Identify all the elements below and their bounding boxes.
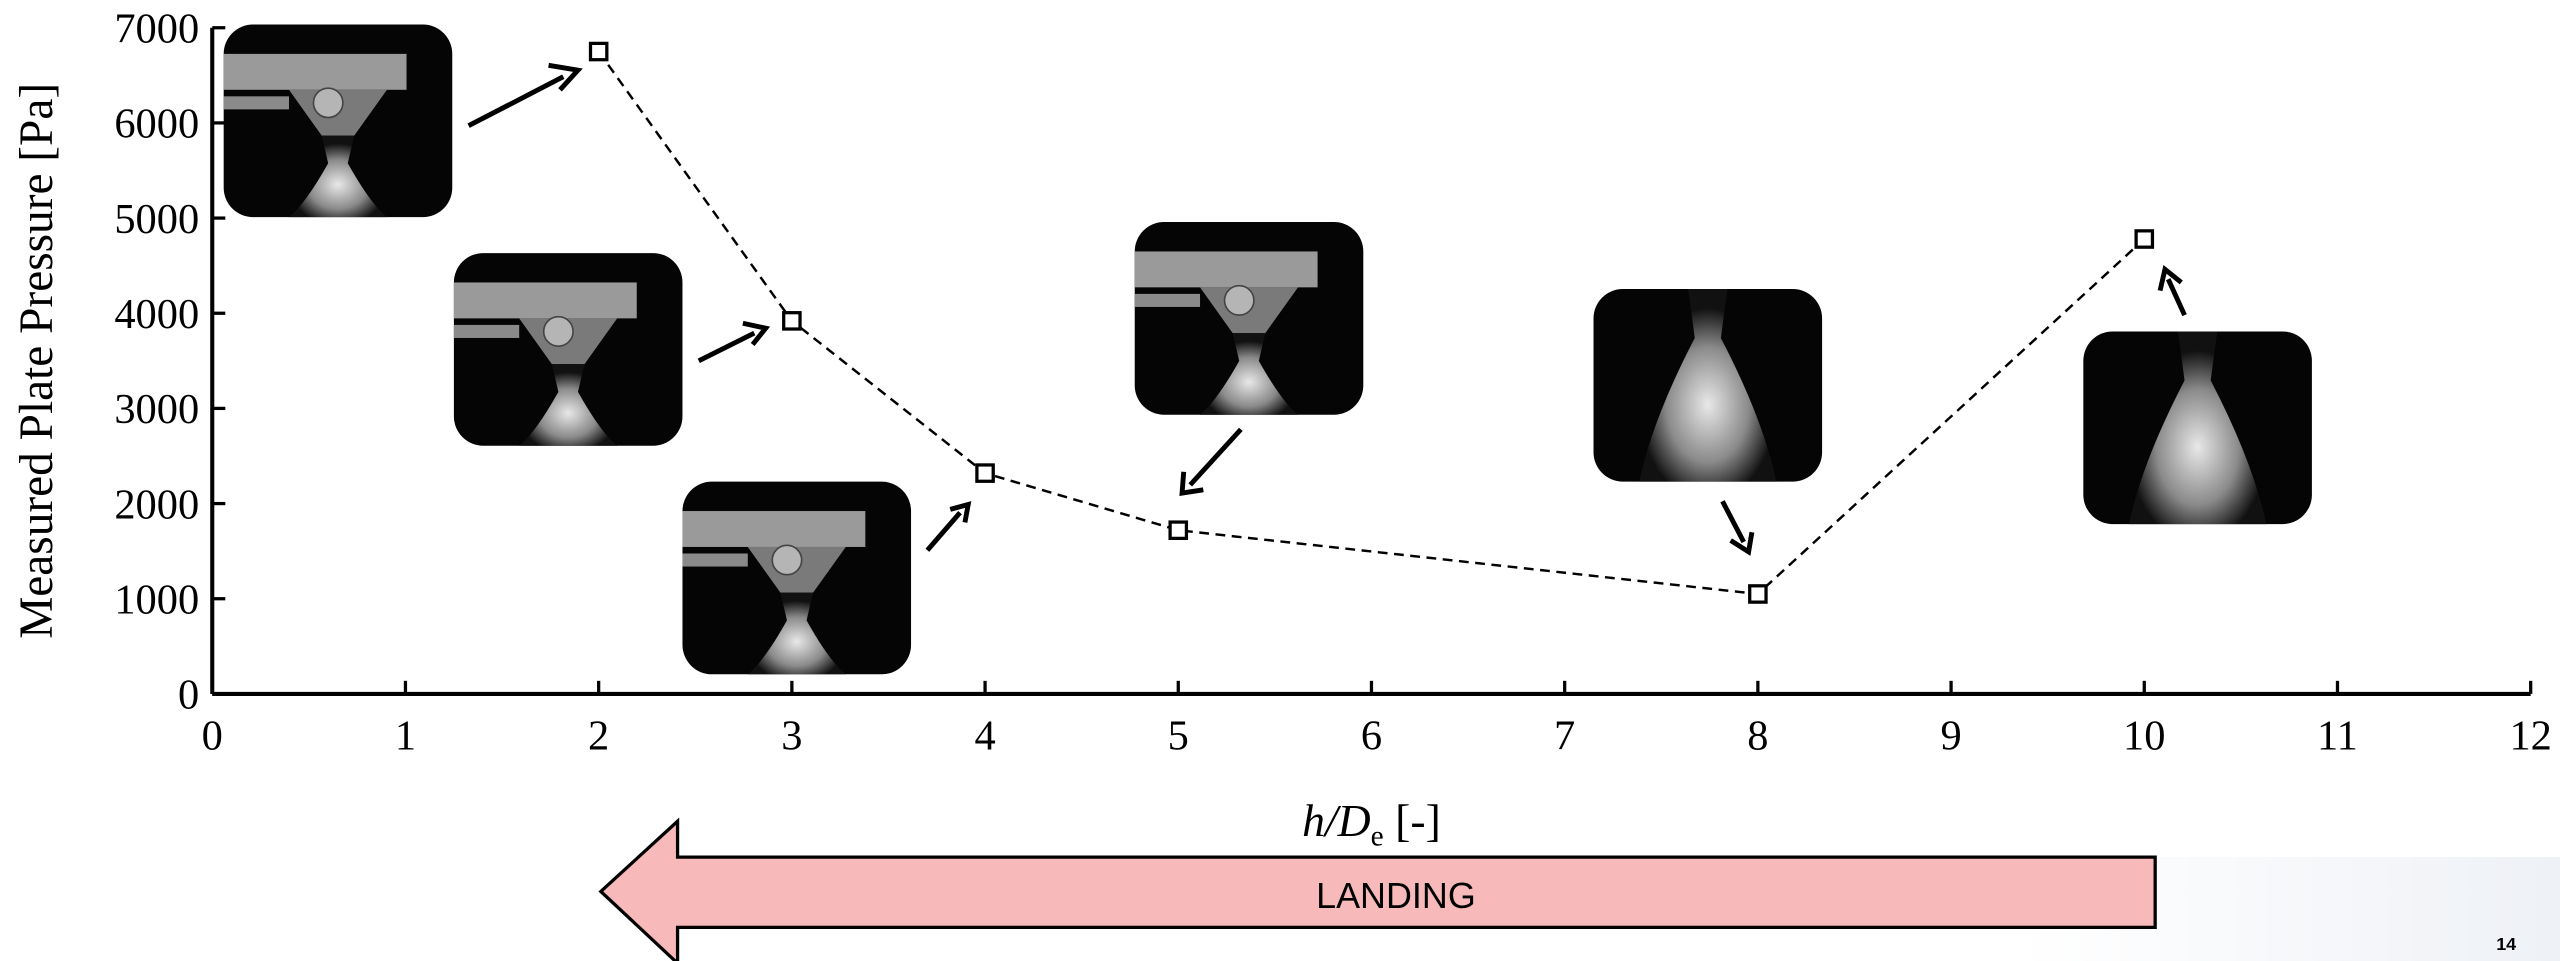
x-tick-label: 7 <box>1554 712 1575 759</box>
y-tick-label: 6000 <box>114 101 199 148</box>
x-label-main: h/D <box>1302 795 1371 846</box>
plot: 0 1 2 3 4 5 6 7 8 9 10 11 12010002000300040005000600… <box>114 5 2552 759</box>
x-tick-label: 3 <box>781 712 802 759</box>
x-tick-label: 6 <box>1361 712 1382 759</box>
data-point <box>1748 584 1768 604</box>
data-point <box>782 311 802 331</box>
y-tick-label: 5000 <box>114 196 199 243</box>
x-tick-label: 2 <box>588 712 609 759</box>
x-tick-label: 0 <box>202 712 223 759</box>
x-tick-label: 10 <box>2123 712 2165 759</box>
photo <box>2083 331 2312 525</box>
photo <box>1593 288 1823 482</box>
data-point <box>975 463 995 483</box>
photo <box>222 23 454 218</box>
y-tick-label: 1000 <box>114 576 199 623</box>
x-label-sub: e <box>1371 821 1384 853</box>
x-tick-label: 12 <box>2509 712 2551 759</box>
data-point <box>2134 229 2155 249</box>
photo <box>1133 221 1365 416</box>
series-line <box>597 50 2146 596</box>
x-tick-label: 4 <box>974 712 995 759</box>
y-tick-label: 3000 <box>114 386 199 433</box>
y-tick-label: 0 <box>178 672 199 719</box>
x-label-unit: [-] <box>1384 795 1441 846</box>
y-tick-label: 7000 <box>114 5 199 52</box>
page-number: 14 <box>2496 934 2516 954</box>
data-point <box>1168 520 1189 541</box>
x-tick-label: 1 <box>395 712 416 759</box>
photo <box>453 252 684 447</box>
arrows <box>467 62 2187 556</box>
x-tick-label: 8 <box>1747 712 1768 759</box>
y-tick-label: 2000 <box>114 481 199 528</box>
x-tick-label: 11 <box>2317 712 2358 759</box>
x-tick-label: 9 <box>1940 712 1961 759</box>
landing-arrow <box>598 817 2157 961</box>
x-axis-label: h/De [-] <box>1302 795 1441 853</box>
y-axis-label: Measured Plate Pressure [Pa] <box>11 83 63 639</box>
y-tick-label: 4000 <box>114 291 199 338</box>
banner-text: LANDING <box>1316 875 1476 916</box>
x-tick-label: 5 <box>1168 712 1189 759</box>
photo <box>681 480 912 676</box>
data-point <box>588 41 609 62</box>
plot-layer: 0 1 2 3 4 5 6 7 8 9 10 11 12010002000300040005000600… <box>11 5 2552 961</box>
